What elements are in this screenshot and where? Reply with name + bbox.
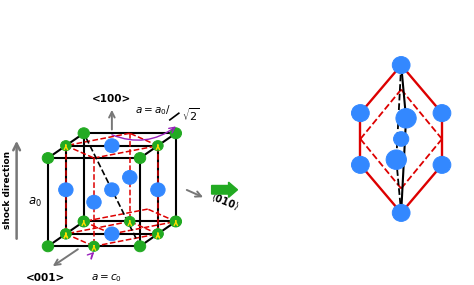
Text: <100>: <100> xyxy=(92,94,131,104)
Text: $a_0$: $a_0$ xyxy=(28,196,42,209)
Circle shape xyxy=(352,156,369,173)
Text: $\sqrt{2}$: $\sqrt{2}$ xyxy=(182,106,200,123)
Circle shape xyxy=(125,216,135,227)
Circle shape xyxy=(153,141,163,151)
Circle shape xyxy=(42,241,54,252)
Circle shape xyxy=(61,229,71,239)
Circle shape xyxy=(396,109,416,128)
Circle shape xyxy=(42,152,54,164)
Circle shape xyxy=(134,241,146,252)
Text: $a = a_0/$: $a = a_0/$ xyxy=(135,103,171,117)
Circle shape xyxy=(78,128,90,139)
Circle shape xyxy=(61,229,71,239)
Circle shape xyxy=(105,183,119,197)
Circle shape xyxy=(392,56,410,74)
Circle shape xyxy=(78,216,90,227)
Circle shape xyxy=(171,216,181,227)
Circle shape xyxy=(153,229,163,239)
Circle shape xyxy=(433,105,451,122)
Circle shape xyxy=(151,183,165,197)
Circle shape xyxy=(59,183,73,197)
Circle shape xyxy=(87,195,101,209)
Circle shape xyxy=(386,150,406,169)
Circle shape xyxy=(105,139,119,152)
Circle shape xyxy=(153,229,163,239)
Circle shape xyxy=(79,216,89,227)
Circle shape xyxy=(105,227,119,241)
Text: $\langle$010$\rangle$: $\langle$010$\rangle$ xyxy=(209,190,241,213)
Circle shape xyxy=(61,141,71,151)
FancyArrow shape xyxy=(211,182,237,198)
Text: shock direction: shock direction xyxy=(3,151,12,229)
Circle shape xyxy=(134,152,146,164)
Text: $a = c_0$: $a = c_0$ xyxy=(91,272,122,284)
Circle shape xyxy=(352,105,369,122)
Circle shape xyxy=(170,128,182,139)
Circle shape xyxy=(170,216,182,227)
Circle shape xyxy=(123,170,137,184)
Text: <001>: <001> xyxy=(26,272,65,282)
Circle shape xyxy=(392,204,410,221)
Circle shape xyxy=(89,241,99,251)
Circle shape xyxy=(393,132,409,146)
Circle shape xyxy=(433,156,451,173)
